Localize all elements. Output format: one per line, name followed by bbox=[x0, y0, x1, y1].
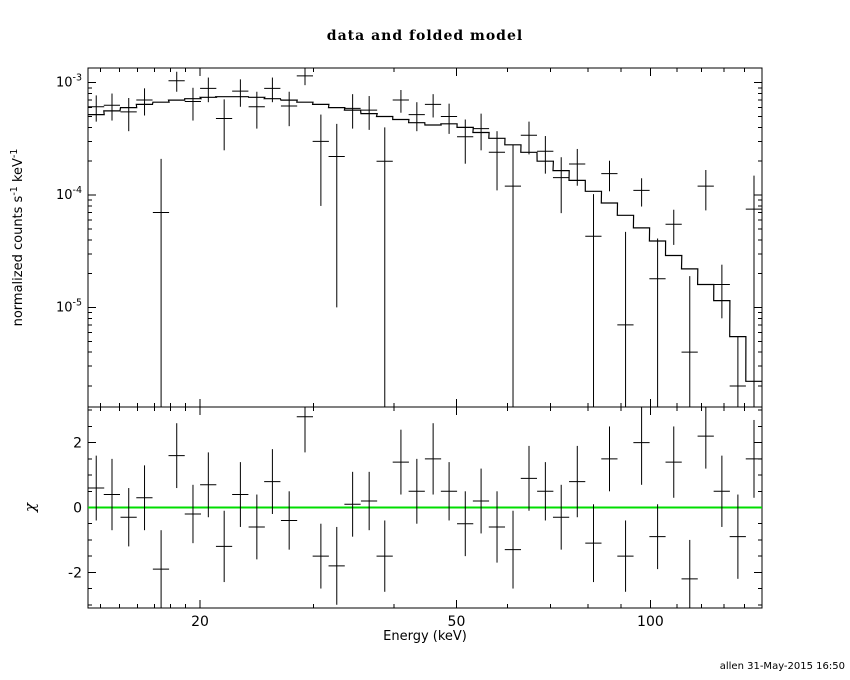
svg-text:-2: -2 bbox=[68, 565, 82, 581]
svg-text:20: 20 bbox=[191, 614, 209, 630]
svg-text:normalized counts s-1 keV-1: normalized counts s-1 keV-1 bbox=[9, 149, 26, 327]
svg-text:10-5: 10-5 bbox=[56, 297, 82, 315]
svg-text:50: 50 bbox=[448, 614, 466, 630]
plot-title: data and folded model bbox=[326, 28, 524, 44]
svg-text:χ: χ bbox=[21, 502, 39, 513]
svg-text:100: 100 bbox=[637, 614, 664, 630]
svg-text:10-4: 10-4 bbox=[56, 185, 82, 203]
svg-text:Energy (keV): Energy (keV) bbox=[383, 629, 467, 644]
plot-signature: allen 31-May-2015 16:50 bbox=[719, 661, 845, 672]
svg-text:10-3: 10-3 bbox=[56, 73, 82, 91]
svg-text:2: 2 bbox=[73, 436, 82, 452]
svg-text:0: 0 bbox=[73, 501, 82, 517]
